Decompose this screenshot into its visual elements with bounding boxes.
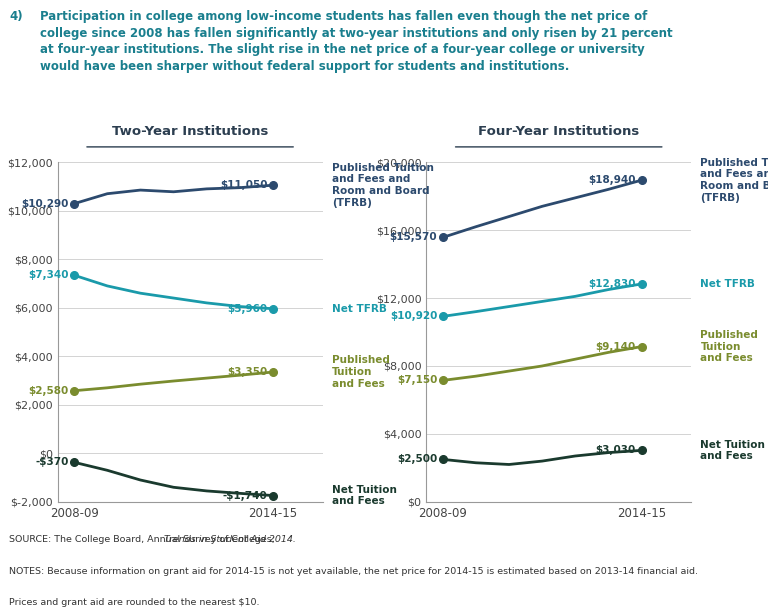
Text: Two-Year Institutions: Two-Year Institutions bbox=[112, 125, 268, 138]
Text: $10,920: $10,920 bbox=[390, 312, 437, 321]
Text: Published
Tuition
and Fees: Published Tuition and Fees bbox=[700, 330, 758, 363]
Text: $15,570: $15,570 bbox=[389, 233, 437, 242]
Text: $10,290: $10,290 bbox=[22, 199, 68, 209]
Text: Net Tuition
and Fees: Net Tuition and Fees bbox=[332, 485, 396, 506]
Text: Four-Year Institutions: Four-Year Institutions bbox=[478, 125, 639, 138]
Text: $11,050: $11,050 bbox=[220, 180, 267, 190]
Text: 4): 4) bbox=[9, 10, 23, 23]
Text: NOTES: Because information on grant aid for 2014-15 is not yet available, the ne: NOTES: Because information on grant aid … bbox=[9, 567, 698, 576]
Text: $2,580: $2,580 bbox=[28, 386, 68, 396]
Text: Published Tuition
and Fees and
Room and Board
(TFRB): Published Tuition and Fees and Room and … bbox=[332, 163, 434, 207]
Text: SOURCE: The College Board, Annual Survey of Colleges;: SOURCE: The College Board, Annual Survey… bbox=[9, 535, 278, 544]
Text: $3,030: $3,030 bbox=[596, 446, 636, 455]
Text: $5,960: $5,960 bbox=[227, 304, 267, 314]
Text: -$1,740: -$1,740 bbox=[223, 491, 267, 501]
Text: Published Tuition
and Fees and
Room and Board
(TFRB): Published Tuition and Fees and Room and … bbox=[700, 158, 768, 203]
Text: Net TFRB: Net TFRB bbox=[332, 304, 386, 314]
Text: -$370: -$370 bbox=[35, 457, 68, 468]
Text: Published
Tuition
and Fees: Published Tuition and Fees bbox=[332, 356, 389, 389]
Text: Participation in college among low-income students has fallen even though the ne: Participation in college among low-incom… bbox=[40, 10, 673, 73]
Text: Prices and grant aid are rounded to the nearest $10.: Prices and grant aid are rounded to the … bbox=[9, 599, 260, 608]
Text: $12,830: $12,830 bbox=[588, 279, 636, 289]
Text: Net Tuition
and Fees: Net Tuition and Fees bbox=[700, 439, 765, 461]
Text: $3,350: $3,350 bbox=[227, 367, 267, 377]
Text: $18,940: $18,940 bbox=[588, 175, 636, 185]
Text: $9,140: $9,140 bbox=[596, 341, 636, 352]
Text: Trends in Student Aid 2014.: Trends in Student Aid 2014. bbox=[164, 535, 296, 544]
Text: Net TFRB: Net TFRB bbox=[700, 279, 755, 289]
Text: $2,500: $2,500 bbox=[397, 454, 437, 465]
Text: $7,340: $7,340 bbox=[28, 271, 68, 280]
Text: $7,150: $7,150 bbox=[397, 375, 437, 386]
